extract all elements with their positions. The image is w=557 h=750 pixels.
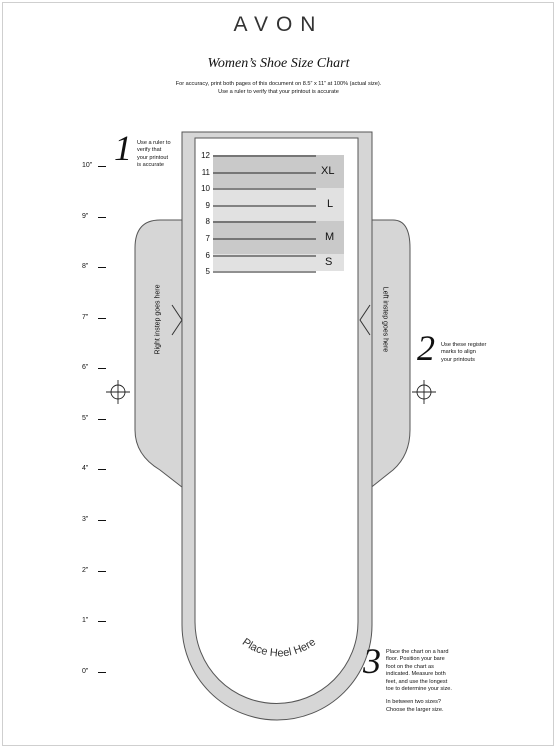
ruler-tick-0	[98, 672, 106, 673]
ruler-tick-6	[98, 368, 106, 369]
register-mark-right	[412, 380, 436, 404]
left-instep-chevron	[359, 304, 371, 336]
ruler-label-8: 8”	[82, 263, 89, 270]
step-2-note: Use these register marks to align your pr…	[441, 342, 487, 363]
ruler-label-3: 3”	[82, 516, 89, 523]
ruler-label-0: 0”	[82, 668, 89, 675]
ruler-tick-10	[98, 166, 106, 167]
size-letter-s: S	[325, 256, 333, 268]
size-band-s	[213, 254, 344, 271]
step-1-number: 1	[114, 128, 132, 168]
right-instep-chevron	[171, 304, 183, 336]
brand-logo: AVON	[233, 13, 324, 36]
ruler-tick-3	[98, 520, 106, 521]
step-3-note: Place the chart on a hard floor. Position…	[386, 649, 452, 713]
ruler-tick-8	[98, 267, 106, 268]
subtitle-line-2: Use a ruler to verify that your printout…	[218, 89, 339, 95]
ruler-tick-4	[98, 469, 106, 470]
size-number-11: 11	[201, 168, 210, 177]
size-number-8: 8	[205, 217, 210, 226]
ruler-label-10: 10”	[82, 162, 93, 169]
ruler-label-5: 5”	[82, 415, 89, 422]
size-band-m	[213, 221, 344, 254]
ruler-tick-7	[98, 318, 106, 319]
size-band-l	[213, 188, 344, 221]
size-number-7: 7	[205, 234, 210, 243]
ruler-label-1: 1”	[82, 617, 89, 624]
size-letter-xl: XL	[321, 165, 335, 177]
ruler-tick-1	[98, 621, 106, 622]
size-number-5: 5	[205, 267, 210, 276]
ruler-label-4: 4”	[82, 465, 89, 472]
subtitle-line-1: For accuracy, print both pages of this d…	[175, 81, 382, 87]
size-number-12: 12	[201, 151, 210, 160]
left-instep-label: Left instep goes here	[381, 286, 389, 353]
page-title: Women’s Shoe Size Chart	[207, 56, 350, 71]
ruler-label-2: 2”	[82, 567, 89, 574]
size-number-9: 9	[205, 201, 210, 210]
size-number-6: 6	[205, 251, 210, 260]
ruler-tick-9	[98, 217, 106, 218]
ruler-label-6: 6”	[82, 364, 89, 371]
size-band-xl	[213, 155, 344, 188]
step-1-note: Use a ruler to verify that your printout i…	[137, 140, 171, 169]
register-mark-left	[106, 380, 130, 404]
size-number-10: 10	[201, 184, 210, 193]
ruler-tick-2	[98, 571, 106, 572]
ruler-label-7: 7”	[82, 314, 89, 321]
size-letter-m: M	[325, 231, 335, 243]
ruler-tick-5	[98, 419, 106, 420]
ruler-label-9: 9”	[82, 213, 89, 220]
step-2-number: 2	[417, 328, 435, 368]
right-instep-label: Right instep goes here	[154, 284, 162, 355]
step-3-number: 3	[363, 641, 381, 681]
size-letter-l: L	[327, 198, 334, 210]
foot-outline-inner	[194, 137, 359, 704]
